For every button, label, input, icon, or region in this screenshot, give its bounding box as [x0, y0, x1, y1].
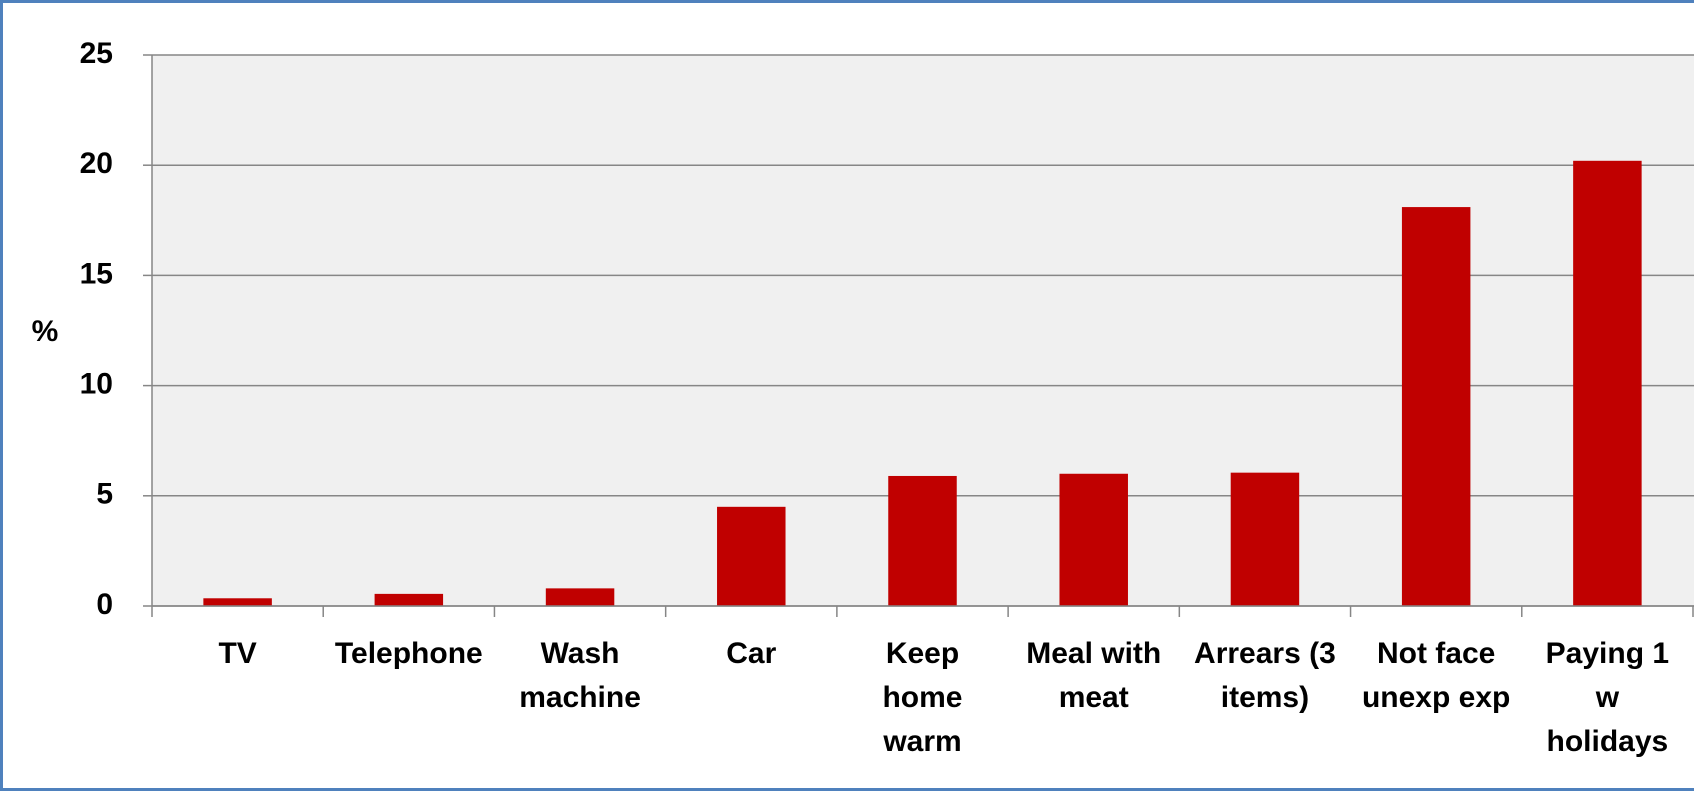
x-tick-label: Not face unexp exp	[1361, 637, 1511, 714]
bar	[545, 588, 615, 606]
y-tick-label: 10	[80, 368, 113, 401]
bar	[888, 475, 957, 606]
y-axis-label: %	[32, 315, 59, 348]
bar	[1573, 160, 1642, 607]
x-tick-label: Wash machine	[519, 637, 641, 714]
x-tick-label: Car	[726, 637, 777, 670]
bar	[1401, 207, 1471, 607]
x-tick-label: Arrears (3 items)	[1194, 637, 1336, 714]
x-tick-label: Meal with meat	[1026, 637, 1162, 714]
bar	[1230, 472, 1300, 606]
bar	[374, 593, 444, 606]
x-tick-label: Telephone	[334, 637, 483, 670]
y-tick-label: 5	[96, 478, 113, 511]
y-tick-label: 15	[80, 257, 113, 290]
bar	[717, 506, 786, 606]
x-tick-label: Paying 1 w holidays	[1545, 637, 1670, 758]
y-tick-label: 25	[80, 37, 113, 70]
x-tick-label: TV	[218, 637, 257, 670]
chart: % 0 5 10 15 20 25	[32, 37, 1694, 621]
x-tick-label: Keep home warm	[882, 637, 963, 758]
bar	[203, 598, 272, 606]
bar	[1059, 473, 1128, 606]
y-tick-label: 0	[96, 588, 113, 621]
y-tick-label: 20	[80, 147, 113, 180]
